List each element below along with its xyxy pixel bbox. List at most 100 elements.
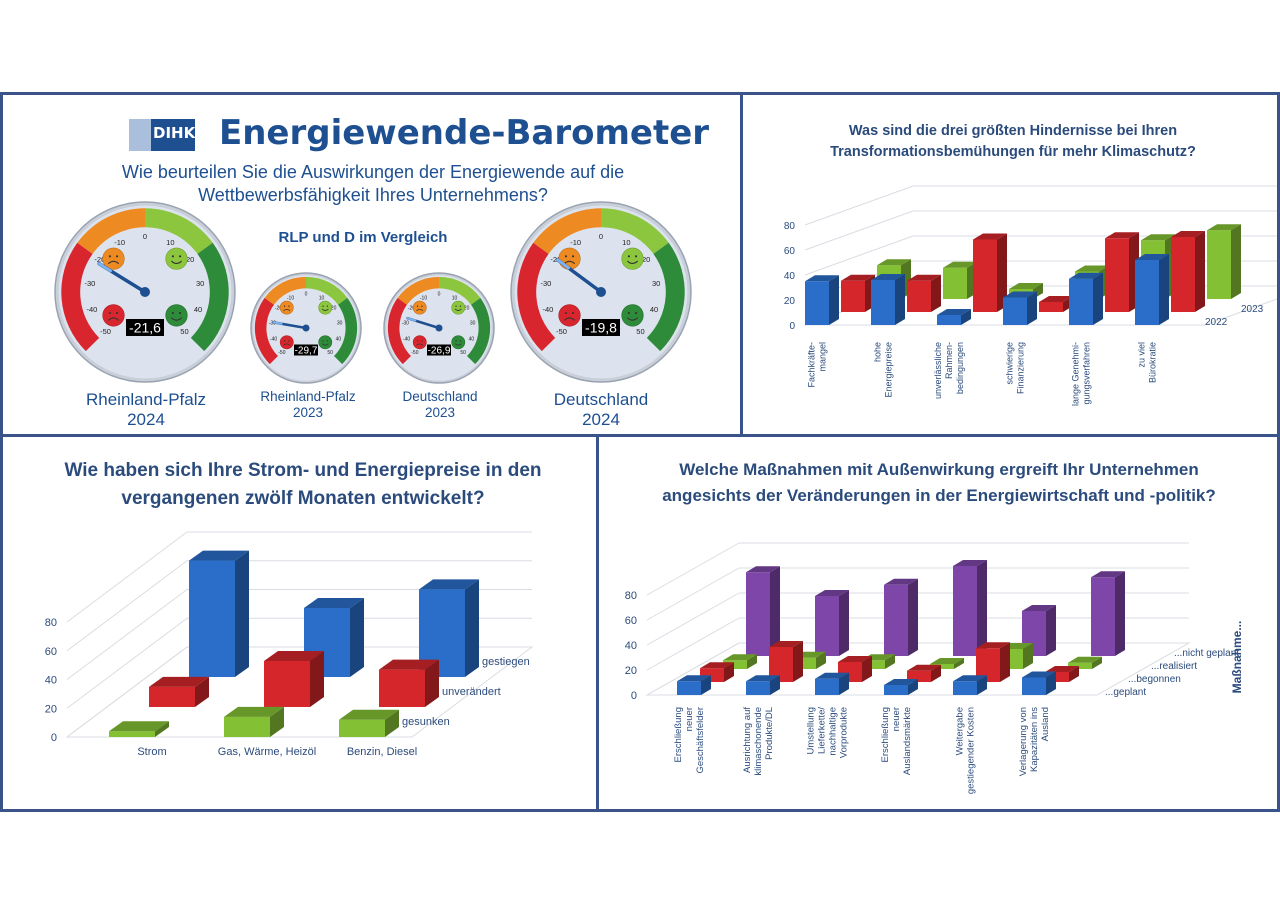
bar-side-face [954,658,964,669]
smiley-eye [421,305,423,307]
smiley-eye [326,305,329,307]
bar-top-face [841,274,875,281]
smiley-eye [171,255,175,258]
bar-begonnen-4 [976,642,1010,682]
bar-side-face [961,309,971,325]
happy-smiley-icon [318,300,333,315]
gauge-value-label: -29,7 [295,345,318,356]
category-label: Benzin, Diesel [347,746,417,758]
gauge-tick-label: -40 [270,336,277,342]
smiley-mouth [321,343,329,346]
smiley-mouth [564,317,575,321]
gauge-arc-segment [190,242,229,352]
smiley-mouth [283,308,291,311]
bar-front-face [953,566,977,656]
bar-side-face [1023,643,1033,669]
sad-smiley-icon [558,247,581,270]
prices-chart-title: Wie haben sich Ihre Strom- und Energiepr… [43,457,563,513]
gauge-tick-label: -30 [402,320,409,326]
gauge-tick-label: -50 [411,350,418,356]
bar-front-face [339,719,385,737]
bar-side-face [155,721,169,737]
bar-top-face [723,654,757,661]
gauge-rheinland-pfalz-2024: -50 -40 -30 -20 -10 0 10 20 30 40 50 -21,6 [54,201,236,383]
bar-top-face [1045,666,1079,672]
gauge-tick-label: -40 [543,305,554,314]
happy-smiley-icon [451,335,466,350]
bar-side-face [724,662,734,682]
legend-title-text: Maßnahme... [1230,621,1244,694]
bar-side-face [1092,656,1102,669]
gauge-tick-label: 0 [305,292,308,298]
bar-front-face [746,572,770,656]
y-tick-label: 0 [789,321,795,332]
gauge-tick-label: -20 [275,306,282,312]
smiley-mouth [627,260,638,264]
bar-2023-2 [973,233,1007,312]
gauge-needle-tip [272,321,283,325]
bar-side-face [385,709,399,737]
gauge-tick-label: 10 [166,238,174,247]
bar-side-face [1115,571,1125,656]
y-tick-label: 40 [45,675,57,687]
category-label: hohe Energiepreise [873,342,894,398]
gauge-arc-segment [387,297,411,365]
bar-top-face [1091,571,1125,578]
smiley-eye [634,255,638,258]
bar-side-face [425,659,439,707]
bar-2023-3 [1039,296,1073,312]
chart-title-line1: Welche Maßnahmen mit Außenwirkung ergrei… [679,460,1199,479]
bar-side-face [816,651,826,669]
gauge-rheinland-pfalz-2023: -50 -40 -30 -20 -10 0 10 20 30 40 50 -29,7 [250,272,362,384]
y-tick-label: 0 [51,732,57,744]
series-label: gestiegen [482,656,530,668]
bar-top-face [304,598,364,608]
gauge-tick-label: 40 [194,305,202,314]
bar-geplant-5 [1022,671,1056,695]
smiley-mouth [321,308,329,311]
bar-2023-0 [841,274,875,312]
gauge-needle-tip [97,262,113,273]
bar-side-face [977,675,987,695]
category-label: Umstellung Lieferkette/nachhaltige Vorprod… [806,707,850,759]
gridline-side [66,560,188,652]
gauge-value-label: -19,8 [585,320,617,336]
smiley-mouth [454,308,462,311]
bar-side-face [1046,605,1056,656]
category-label-line: Vorprodukte [839,707,850,758]
gauge-tick-label: -50 [556,327,567,336]
category-label-line: neuer [684,707,695,731]
bar-top-face [264,651,324,661]
bar-side-face [1159,254,1169,325]
bar-front-face [937,315,961,325]
series-label: unverändert [442,686,501,698]
smiley-eye [288,340,290,342]
bar-front-face [805,281,829,325]
bar-gesunken-2 [339,709,399,737]
bar-side-face [839,672,849,695]
bar-top-face [1075,265,1109,272]
compare-label: RLP und D im Vergleich [278,229,448,246]
smiley-mouth [564,260,575,264]
smiley-mouth [627,317,638,321]
gauge-tick-label: -30 [84,279,95,288]
category-label-line: Fachkräfte- [807,342,817,388]
y-tick-label: 20 [784,296,796,307]
gauge-tick-label: 20 [331,306,337,312]
gauge-region: Rheinland-Pfalz [260,389,356,404]
bar-front-face [1135,260,1159,325]
bar-top-face [1068,656,1102,663]
bar-top-face [419,579,479,590]
gauge-arc-segment [397,276,439,305]
measures-chart-panel: Welche Maßnahmen mit Außenwirkung ergrei… [596,434,1280,812]
category-label-line: mangel [818,342,828,372]
gauge-value-box [126,319,164,336]
gauge-tick-label: 0 [143,232,147,241]
smiley-mouth [454,343,462,346]
bar-side-face [908,679,918,695]
gauge-deutschland-2024: -50 -40 -30 -20 -10 0 10 20 30 40 50 -19,8 [510,201,692,383]
category-label-line: Bürokratie [1148,342,1158,383]
gauge-tick-label: 40 [469,336,475,342]
bar-front-face [1207,230,1231,299]
bar-front-face [871,280,895,325]
